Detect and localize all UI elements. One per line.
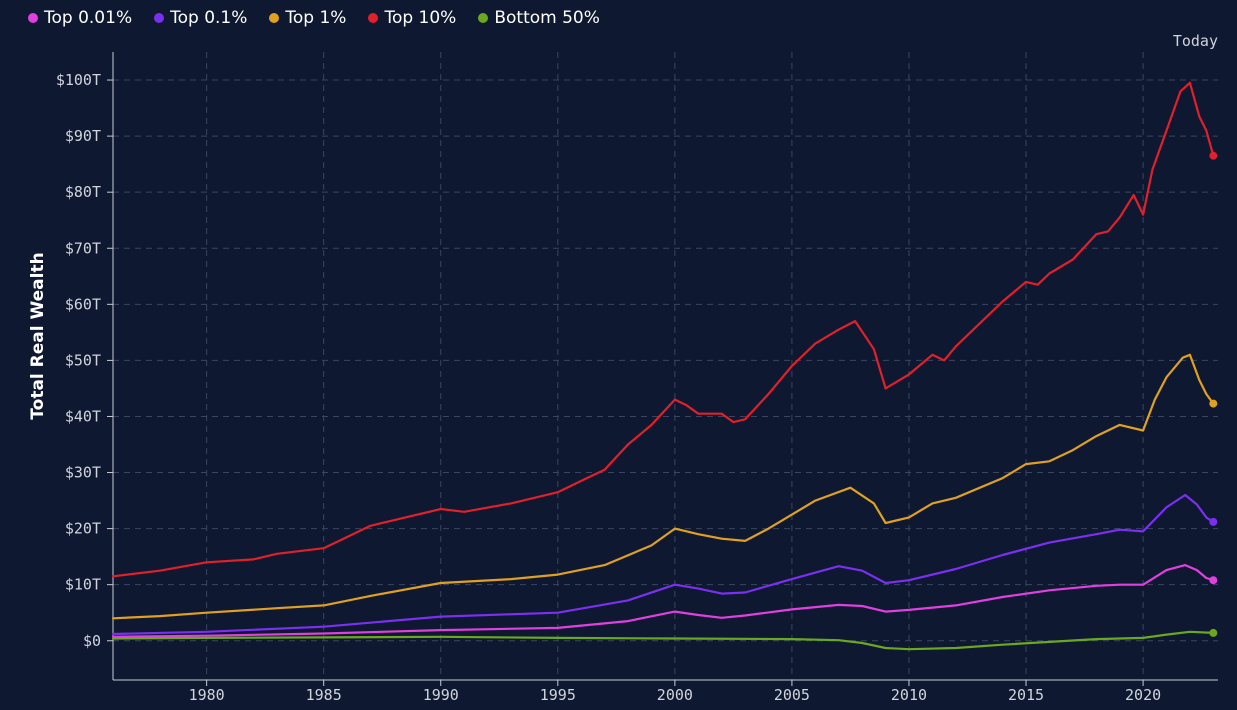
legend-label: Top 0.1% xyxy=(170,8,248,28)
x-tick-label: 2020 xyxy=(1125,686,1161,704)
series-line-top-0-01 xyxy=(111,564,1215,638)
y-tick-label: $60T xyxy=(65,295,101,313)
x-tick-label: 1980 xyxy=(189,686,225,704)
series-end-dot-top-10 xyxy=(1209,151,1218,160)
y-tick-label: $90T xyxy=(65,127,101,145)
legend-item[interactable]: Bottom 50% xyxy=(478,8,600,28)
x-tick-label: 2015 xyxy=(1008,686,1044,704)
x-tick-label: 2000 xyxy=(657,686,693,704)
series-end-dot-top-0-01 xyxy=(1209,576,1218,585)
legend-swatch xyxy=(478,13,489,23)
legend-swatch xyxy=(368,13,379,23)
series-line-bottom-50 xyxy=(111,630,1215,651)
legend-item[interactable]: Top 0.1% xyxy=(154,8,247,28)
legend-item[interactable]: Top 10% xyxy=(368,8,456,28)
x-tick-label: 1985 xyxy=(306,686,342,704)
legend-label: Top 10% xyxy=(384,8,457,28)
series-line-top-10 xyxy=(111,81,1215,578)
y-tick-label: $20T xyxy=(65,520,101,538)
x-tick-label: 1990 xyxy=(423,686,459,704)
x-tick-label: 1995 xyxy=(540,686,576,704)
legend-label: Bottom 50% xyxy=(494,8,600,28)
y-tick-label: $100T xyxy=(56,71,101,89)
legend: Top 0.01% Top 0.1% Top 1% Top 10% Bottom 50% xyxy=(28,6,600,30)
y-tick-label: $50T xyxy=(65,351,101,369)
legend-swatch xyxy=(154,13,165,23)
legend-label: Top 1% xyxy=(285,8,347,28)
series-end-dot-top-1 xyxy=(1209,399,1218,408)
y-tick-label: $10T xyxy=(65,576,101,594)
x-tick-label: 2005 xyxy=(774,686,810,704)
y-tick-label: $70T xyxy=(65,239,101,257)
series-end-dot-top-0-1 xyxy=(1209,517,1218,526)
x-tick-label: 2010 xyxy=(891,686,927,704)
legend-label: Top 0.01% xyxy=(44,8,133,28)
legend-item[interactable]: Top 0.01% xyxy=(28,8,132,28)
series-line-top-1 xyxy=(111,353,1215,620)
y-tick-label: $40T xyxy=(65,407,101,425)
legend-item[interactable]: Top 1% xyxy=(269,8,346,28)
y-tick-label: $80T xyxy=(65,183,101,201)
series-end-dot-bottom-50 xyxy=(1209,628,1218,637)
today-label: Today xyxy=(1173,32,1218,50)
legend-swatch xyxy=(28,13,38,23)
y-tick-label: $30T xyxy=(65,464,101,482)
y-tick-label: $0 xyxy=(83,632,101,650)
legend-swatch xyxy=(269,13,280,23)
y-axis-title: Total Real Wealth xyxy=(28,252,48,419)
series-line-top-0-1 xyxy=(111,493,1215,636)
